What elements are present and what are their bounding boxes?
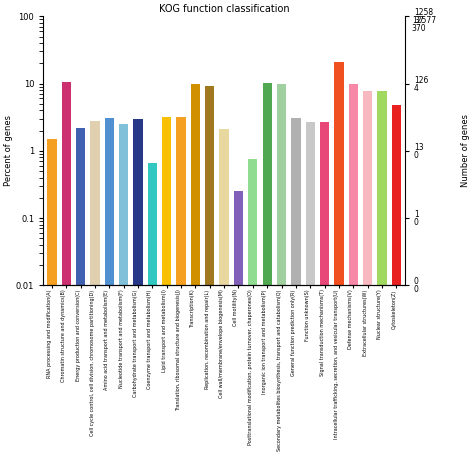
Bar: [291, 118, 301, 455]
Bar: [47, 139, 56, 455]
Bar: [205, 86, 214, 455]
Bar: [133, 119, 143, 455]
Bar: [219, 129, 229, 455]
Title: KOG function classification: KOG function classification: [159, 4, 290, 14]
Text: 12577
370: 12577 370: [412, 16, 436, 33]
Bar: [320, 122, 329, 455]
Bar: [234, 191, 243, 455]
Bar: [348, 84, 358, 455]
Bar: [105, 118, 114, 455]
Bar: [392, 105, 401, 455]
Bar: [91, 121, 100, 455]
Bar: [176, 117, 186, 455]
Bar: [119, 124, 128, 455]
Bar: [191, 84, 200, 455]
Bar: [148, 163, 157, 455]
Y-axis label: Percent of genes: Percent of genes: [4, 115, 13, 186]
Bar: [62, 82, 71, 455]
Bar: [306, 122, 315, 455]
Bar: [162, 117, 172, 455]
Bar: [377, 91, 387, 455]
Bar: [263, 83, 272, 455]
Bar: [76, 128, 85, 455]
Bar: [248, 159, 257, 455]
Bar: [277, 85, 286, 455]
Y-axis label: Number of genes: Number of genes: [461, 114, 470, 187]
Bar: [334, 62, 344, 455]
Bar: [363, 91, 372, 455]
